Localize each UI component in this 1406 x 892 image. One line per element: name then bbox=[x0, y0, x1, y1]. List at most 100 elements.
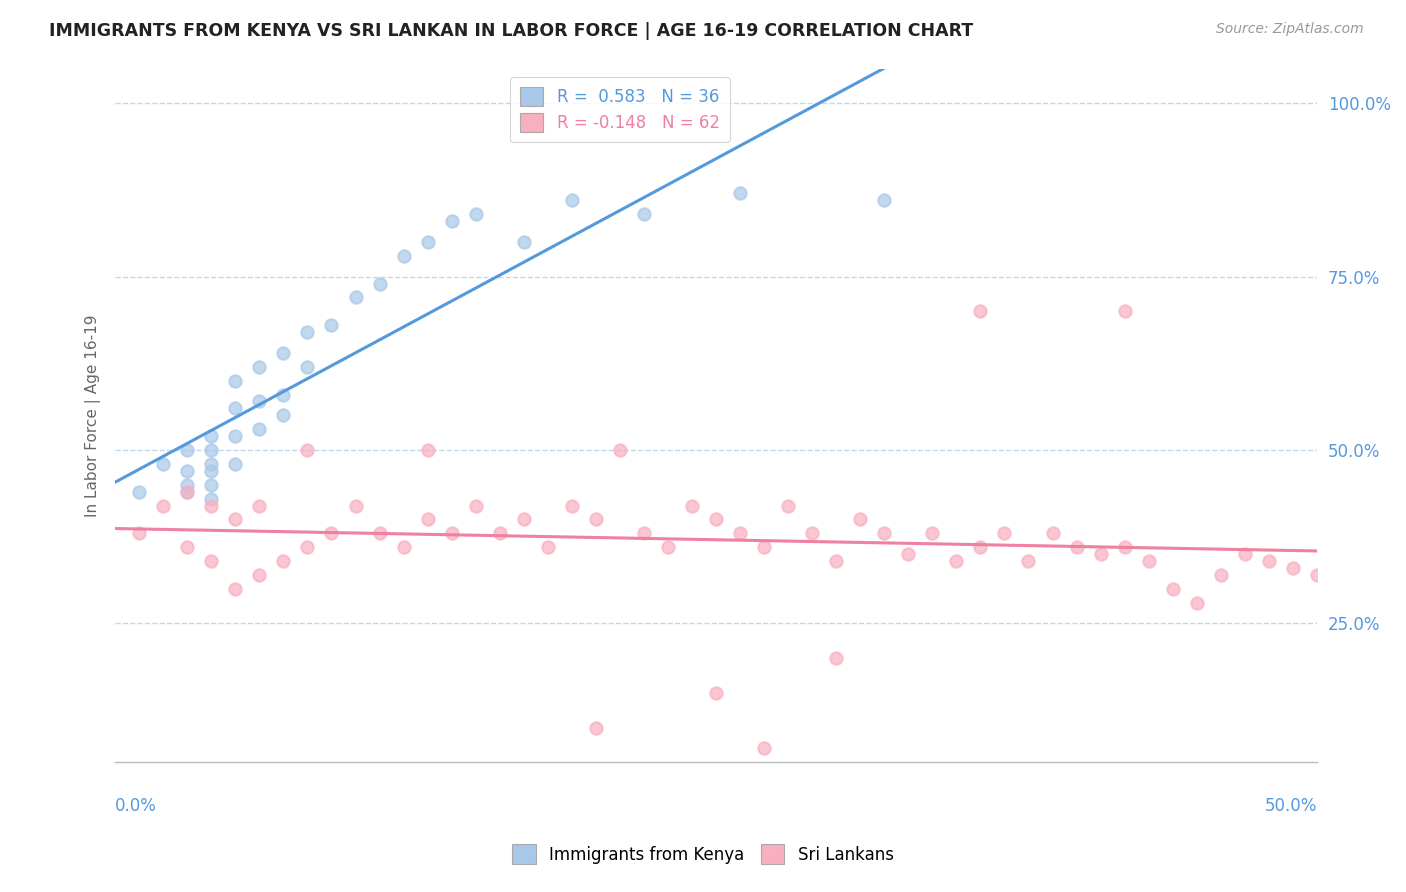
Point bbox=[321, 526, 343, 541]
Point bbox=[561, 194, 583, 208]
Point bbox=[200, 499, 222, 513]
Point bbox=[273, 409, 295, 423]
Point bbox=[752, 540, 775, 554]
Point bbox=[585, 721, 607, 735]
Point bbox=[561, 499, 583, 513]
Point bbox=[224, 429, 246, 443]
Point bbox=[1233, 547, 1256, 561]
Point bbox=[513, 512, 536, 526]
Point bbox=[1161, 582, 1184, 596]
Text: 0.0%: 0.0% bbox=[115, 797, 157, 815]
Point bbox=[513, 235, 536, 249]
Point bbox=[297, 325, 319, 339]
Point bbox=[273, 387, 295, 401]
Point bbox=[416, 512, 439, 526]
Point bbox=[176, 443, 198, 458]
Point bbox=[128, 526, 150, 541]
Point bbox=[825, 554, 848, 568]
Point bbox=[585, 512, 607, 526]
Point bbox=[969, 540, 991, 554]
Point bbox=[392, 249, 415, 263]
Point bbox=[1137, 554, 1160, 568]
Point bbox=[200, 554, 222, 568]
Point bbox=[897, 547, 920, 561]
Point bbox=[704, 686, 727, 700]
Point bbox=[537, 540, 560, 554]
Point bbox=[200, 429, 222, 443]
Point bbox=[801, 526, 824, 541]
Point bbox=[681, 499, 703, 513]
Point bbox=[440, 214, 463, 228]
Point bbox=[873, 194, 896, 208]
Point bbox=[416, 443, 439, 458]
Point bbox=[247, 422, 270, 436]
Point bbox=[1185, 596, 1208, 610]
Point bbox=[224, 457, 246, 471]
Point bbox=[247, 394, 270, 409]
Point bbox=[1090, 547, 1112, 561]
Text: IMMIGRANTS FROM KENYA VS SRI LANKAN IN LABOR FORCE | AGE 16-19 CORRELATION CHART: IMMIGRANTS FROM KENYA VS SRI LANKAN IN L… bbox=[49, 22, 973, 40]
Legend: R =  0.583   N = 36, R = -0.148   N = 62: R = 0.583 N = 36, R = -0.148 N = 62 bbox=[510, 77, 730, 142]
Point bbox=[176, 464, 198, 478]
Point bbox=[945, 554, 967, 568]
Point bbox=[224, 374, 246, 388]
Point bbox=[633, 526, 655, 541]
Point bbox=[152, 499, 174, 513]
Point bbox=[247, 568, 270, 582]
Point bbox=[1209, 568, 1232, 582]
Point bbox=[273, 346, 295, 360]
Point bbox=[1282, 561, 1305, 575]
Point bbox=[392, 540, 415, 554]
Point bbox=[344, 499, 367, 513]
Point bbox=[344, 290, 367, 304]
Point bbox=[176, 540, 198, 554]
Point bbox=[873, 526, 896, 541]
Point bbox=[1306, 568, 1329, 582]
Point bbox=[368, 277, 391, 291]
Point bbox=[464, 207, 486, 221]
Point bbox=[176, 484, 198, 499]
Point bbox=[1066, 540, 1088, 554]
Point bbox=[849, 512, 872, 526]
Point bbox=[993, 526, 1015, 541]
Legend: Immigrants from Kenya, Sri Lankans: Immigrants from Kenya, Sri Lankans bbox=[506, 838, 900, 871]
Y-axis label: In Labor Force | Age 16-19: In Labor Force | Age 16-19 bbox=[86, 314, 101, 516]
Point bbox=[176, 477, 198, 491]
Point bbox=[321, 318, 343, 333]
Point bbox=[224, 512, 246, 526]
Point bbox=[752, 741, 775, 756]
Point bbox=[224, 582, 246, 596]
Point bbox=[728, 526, 751, 541]
Point bbox=[778, 499, 800, 513]
Point bbox=[825, 651, 848, 665]
Point bbox=[1017, 554, 1039, 568]
Point bbox=[224, 401, 246, 416]
Point bbox=[273, 554, 295, 568]
Point bbox=[247, 359, 270, 374]
Point bbox=[657, 540, 679, 554]
Point bbox=[416, 235, 439, 249]
Point bbox=[921, 526, 943, 541]
Point bbox=[488, 526, 510, 541]
Point bbox=[297, 443, 319, 458]
Point bbox=[728, 186, 751, 201]
Point bbox=[297, 359, 319, 374]
Point bbox=[440, 526, 463, 541]
Point bbox=[969, 304, 991, 318]
Point bbox=[297, 540, 319, 554]
Point bbox=[1114, 540, 1136, 554]
Point bbox=[464, 499, 486, 513]
Point bbox=[368, 526, 391, 541]
Text: Source: ZipAtlas.com: Source: ZipAtlas.com bbox=[1216, 22, 1364, 37]
Point bbox=[200, 464, 222, 478]
Point bbox=[200, 477, 222, 491]
Text: 50.0%: 50.0% bbox=[1264, 797, 1317, 815]
Point bbox=[200, 443, 222, 458]
Point bbox=[633, 207, 655, 221]
Point bbox=[152, 457, 174, 471]
Point bbox=[200, 491, 222, 506]
Point bbox=[1257, 554, 1279, 568]
Point bbox=[200, 457, 222, 471]
Point bbox=[247, 499, 270, 513]
Point bbox=[704, 512, 727, 526]
